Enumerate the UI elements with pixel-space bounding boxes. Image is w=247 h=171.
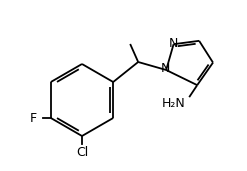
Text: Cl: Cl bbox=[76, 146, 88, 159]
Text: N: N bbox=[161, 62, 170, 76]
Text: H₂N: H₂N bbox=[162, 97, 185, 110]
Text: F: F bbox=[30, 111, 37, 124]
Text: N: N bbox=[169, 37, 178, 50]
